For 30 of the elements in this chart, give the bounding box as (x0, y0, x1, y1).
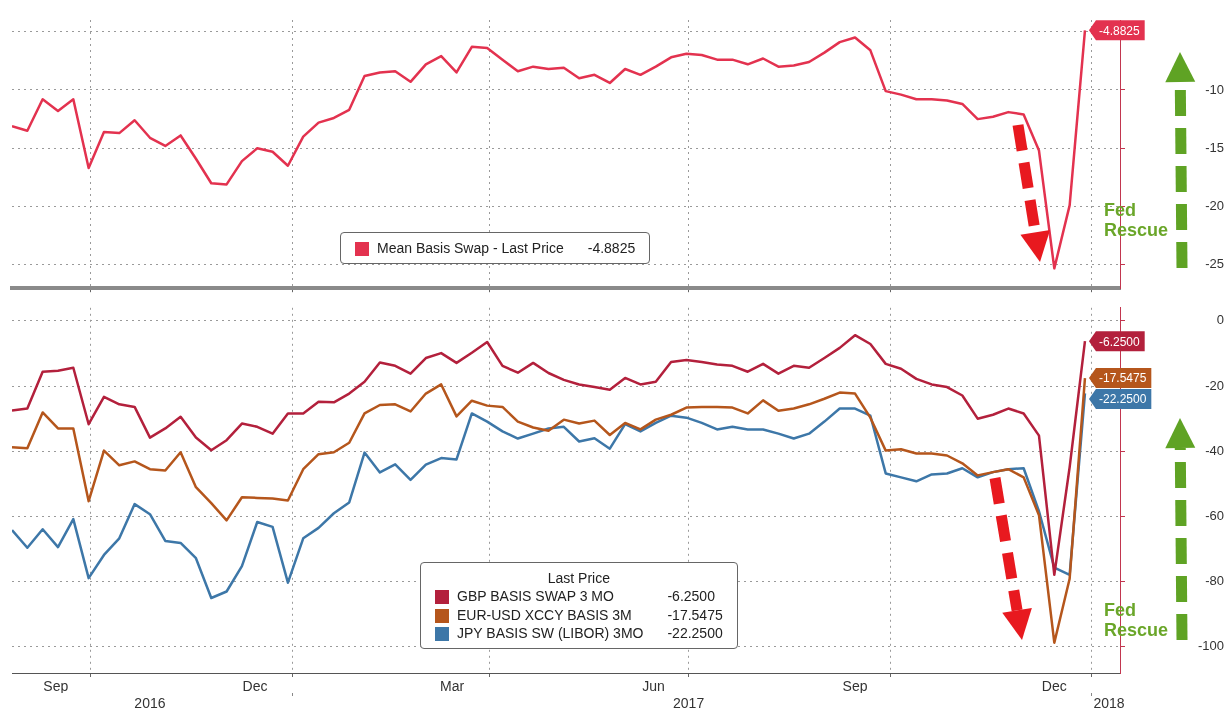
legend-label: GBP BASIS SWAP 3 MO (456, 587, 615, 606)
text: -22.2500 (667, 624, 723, 641)
x-tick-label: Dec (1041, 678, 1067, 695)
text: -6.2500 (667, 588, 715, 605)
y-tick-label: -100 (1197, 638, 1224, 654)
x2-tick-label: 2016 (134, 695, 166, 712)
x-tick-label: Dec (242, 678, 268, 695)
data-label: -17.5475 (1098, 371, 1147, 386)
text: -17.5475 (667, 606, 723, 623)
legend-title: Last Price (546, 569, 611, 588)
y-tick-label: -20 (1205, 198, 1224, 214)
legend-label: EUR-USD XCCY BASIS 3M (456, 605, 633, 624)
y-tick-label: -25 (1205, 256, 1224, 272)
y-tick-label: -10 (1205, 81, 1224, 97)
y-tick-label: 0 (1216, 312, 1224, 328)
x-tick-label: Mar (440, 678, 465, 695)
y-tick-label: -40 (1205, 442, 1224, 458)
x2-tick-label: 2018 (1093, 695, 1125, 712)
legend-label: Mean Basis Swap - Last Price (376, 239, 565, 258)
data-label: -4.8825 (1098, 23, 1140, 38)
y-tick-label: -60 (1205, 508, 1224, 524)
y-tick-label: -20 (1205, 377, 1224, 393)
text: -4.8825 (587, 240, 636, 257)
y-tick-label: -80 (1205, 573, 1224, 589)
legend-label: JPY BASIS SW (LIBOR) 3MO (456, 623, 645, 642)
x-tick-label: Jun (642, 678, 665, 695)
data-label: -6.2500 (1098, 334, 1140, 349)
x2-tick-label: 2017 (673, 695, 705, 712)
data-label: -22.2500 (1098, 392, 1147, 407)
y-tick-label: -15 (1205, 139, 1224, 155)
